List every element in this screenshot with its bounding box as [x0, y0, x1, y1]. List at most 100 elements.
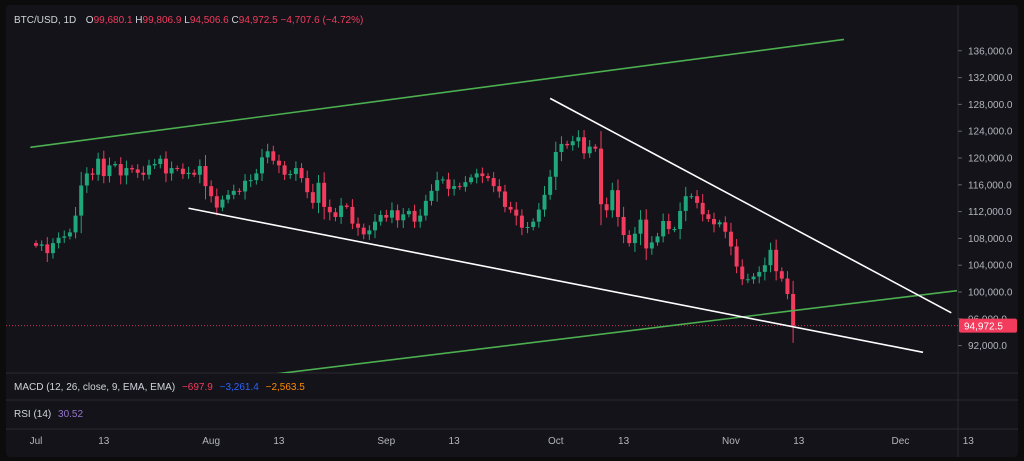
candle-body [604, 204, 609, 211]
candle-body [706, 214, 711, 219]
high-value: 99,806.9 [142, 15, 182, 26]
candle-body [745, 279, 750, 281]
candle-body [192, 172, 197, 175]
candle-body [209, 186, 214, 197]
candle-body [50, 243, 55, 254]
candle-body [638, 219, 643, 234]
candle-body [118, 164, 123, 176]
y-tick-label: 108,000.0 [968, 234, 1013, 245]
candle-body [169, 168, 174, 174]
candle-body [502, 191, 507, 207]
candle-body [67, 232, 72, 237]
candle-body [56, 237, 61, 244]
x-tick-label: Aug [202, 436, 220, 447]
y-tick-label: 104,000.0 [968, 261, 1013, 272]
y-tick-label: 92,000.0 [968, 341, 1007, 352]
trendline-wedge-lower[interactable] [188, 207, 924, 354]
macd-label: MACD (12, 26, close, 9, EMA, EMA) [14, 382, 176, 393]
candle-body [316, 182, 321, 203]
candle-body [361, 227, 366, 235]
candle-body [429, 190, 434, 201]
candle-body [367, 230, 372, 235]
candle-body [378, 214, 383, 222]
candle-body [237, 190, 242, 192]
candle-body [124, 168, 129, 176]
macd-legend[interactable]: MACD (12, 26, close, 9, EMA, EMA) −697.9… [14, 382, 305, 393]
candle-body [661, 220, 666, 237]
trendline-channel-lower[interactable] [42, 289, 958, 403]
candle-body [260, 157, 264, 174]
candle-body [570, 141, 575, 146]
candle-body [672, 229, 677, 231]
candle-body [293, 168, 298, 175]
candle-body [406, 210, 411, 215]
candle-body [243, 180, 248, 192]
candle-body [519, 215, 524, 228]
candle-body [152, 164, 157, 166]
candle-body [723, 222, 728, 232]
price-axis[interactable]: 136,000.0 132,000.0 128,000.0 124,000.0 120,… [958, 46, 1013, 352]
candle-body [610, 190, 615, 211]
trendline-wedge-upper[interactable] [549, 97, 952, 314]
candle-body [101, 158, 106, 177]
open-label: O [85, 15, 94, 26]
candle-body [576, 137, 581, 142]
candle-body [350, 206, 355, 224]
candle-body [734, 246, 739, 267]
candle-body [141, 172, 146, 175]
candle-body [248, 180, 253, 182]
candle-body [203, 166, 208, 187]
change-value: −4,707.6 (−4.72%) [280, 15, 364, 26]
candle-body [113, 164, 118, 166]
candle-body [180, 168, 185, 175]
trendline-channel-upper[interactable] [30, 38, 845, 149]
high-label: H [135, 15, 143, 26]
candle-body [412, 210, 417, 222]
candle-body [446, 179, 451, 189]
candle-body [73, 215, 78, 233]
price-chart[interactable]: 136,000.0 132,000.0 128,000.0 124,000.0 120,… [6, 5, 1018, 457]
candle-body [762, 265, 767, 272]
y-tick-label: 120,000.0 [968, 154, 1013, 165]
candle-body [751, 276, 756, 280]
close-value: 94,972.5 [238, 15, 278, 26]
time-axis[interactable]: Jul 13 Aug 13 Sep 13 Oct 13 Nov 13 Dec 13 [30, 436, 975, 447]
candle-body [655, 236, 660, 243]
price-badge-bg [959, 318, 1017, 333]
candle-body [254, 173, 259, 181]
candle-body [175, 168, 180, 170]
candle-body [666, 220, 671, 230]
candle-body [322, 182, 327, 207]
low-label: L [184, 15, 190, 26]
x-tick-label: 13 [618, 436, 630, 447]
x-tick-label: 13 [98, 436, 110, 447]
rsi-legend[interactable]: RSI (14) 30.52 [14, 409, 83, 420]
candle-body [107, 165, 112, 177]
candle-body [96, 158, 101, 175]
candle-body [536, 209, 541, 222]
candle-body [333, 212, 338, 217]
open-value: 99,680.1 [93, 15, 133, 26]
current-price-badge: 94,972.5 [959, 318, 1017, 333]
candle-body [621, 216, 626, 236]
candle-body [197, 166, 202, 175]
candle-body [785, 278, 790, 295]
candle-body [779, 271, 784, 279]
candle-body [186, 172, 191, 175]
candle-body [480, 173, 485, 177]
candle-body [683, 196, 688, 211]
candle-body [282, 165, 287, 175]
candle-body [700, 202, 705, 215]
candle-body [45, 244, 50, 254]
x-tick-label: Nov [722, 436, 740, 447]
candle-body [339, 205, 344, 217]
candle-body [423, 200, 428, 216]
candle-body [271, 151, 276, 161]
y-tick-label: 132,000.0 [968, 73, 1013, 84]
candle-body [525, 227, 530, 229]
candle-body [717, 222, 722, 225]
candle-body [587, 146, 592, 154]
candle-body [163, 158, 168, 174]
candle-body [84, 173, 89, 186]
y-tick-label: 112,000.0 [968, 207, 1012, 218]
